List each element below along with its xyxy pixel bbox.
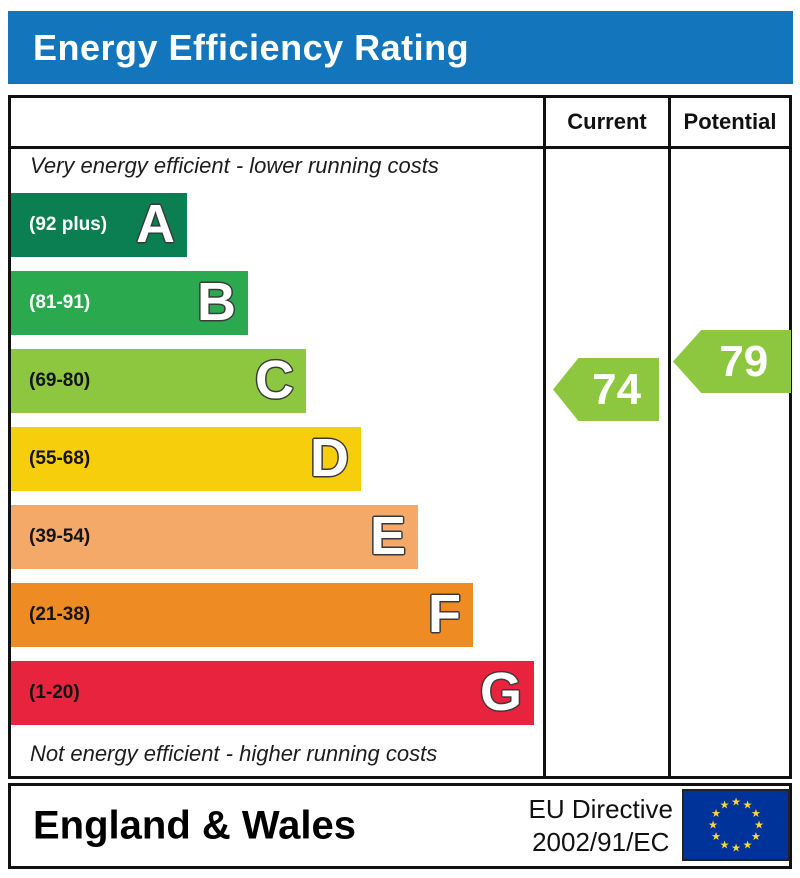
band-row-g: (1-20) G xyxy=(11,661,534,725)
band-letter: C xyxy=(255,350,294,410)
band-letter: F xyxy=(428,584,461,644)
eu-directive-text: EU Directive 2002/91/EC xyxy=(529,793,673,859)
band-range-label: (1-20) xyxy=(29,682,80,703)
potential-column-header: Potential xyxy=(683,109,777,134)
svg-text:★: ★ xyxy=(731,842,741,855)
eu-directive-line2: 2002/91/EC xyxy=(532,827,670,857)
eu-flag-icon: ★ ★ ★ ★ ★ ★ ★ ★ ★ ★ ★ ★ xyxy=(682,789,790,861)
band-letter: B xyxy=(197,272,236,332)
potential-rating-value: 79 xyxy=(719,336,769,386)
band-range-label: (39-54) xyxy=(29,526,91,547)
current-rating-value: 74 xyxy=(592,364,642,414)
rating-table: Current Potential xyxy=(8,95,792,779)
svg-text:★: ★ xyxy=(711,830,721,843)
eu-directive-line1: EU Directive xyxy=(528,794,673,824)
svg-text:★: ★ xyxy=(751,830,761,843)
column-divider-potential xyxy=(668,98,671,776)
band-range-label: (69-80) xyxy=(29,370,91,391)
table-header-row: Current Potential xyxy=(11,98,789,149)
potential-rating-arrow: 79 xyxy=(673,330,791,393)
band-letter: D xyxy=(310,428,349,488)
svg-text:★: ★ xyxy=(743,799,753,812)
svg-text:★: ★ xyxy=(720,799,730,812)
footer: England & Wales EU Directive 2002/91/EC … xyxy=(8,783,792,869)
band-row-c: (69-80) C xyxy=(11,349,306,413)
band-letter: E xyxy=(369,506,406,566)
band-letter: G xyxy=(479,662,522,722)
svg-text:★: ★ xyxy=(743,838,753,851)
bottom-note: Not energy efficient - higher running co… xyxy=(30,741,438,766)
band-range-label: (55-68) xyxy=(29,448,91,469)
svg-text:★: ★ xyxy=(751,807,761,820)
band-range-label: (21-38) xyxy=(29,604,91,625)
top-note: Very energy efficient - lower running co… xyxy=(30,153,439,178)
title-bar: Energy Efficiency Rating xyxy=(8,11,793,84)
band-letter: A xyxy=(136,194,175,254)
band-row-e: (39-54) E xyxy=(11,505,418,569)
band-row-b: (81-91) B xyxy=(11,271,248,335)
page-title: Energy Efficiency Rating xyxy=(33,26,470,68)
svg-text:★: ★ xyxy=(711,807,721,820)
current-column-header: Current xyxy=(567,109,647,134)
region-label: England & Wales xyxy=(33,803,357,848)
svg-text:★: ★ xyxy=(731,796,741,809)
current-rating-arrow: 74 xyxy=(553,358,659,421)
band-range-label: (81-91) xyxy=(29,292,91,313)
band-row-f: (21-38) F xyxy=(11,583,473,647)
svg-text:★: ★ xyxy=(720,838,730,851)
svg-text:★: ★ xyxy=(708,819,718,832)
band-row-a: (92 plus) A xyxy=(11,193,187,257)
svg-text:★: ★ xyxy=(754,819,764,832)
band-row-d: (55-68) D xyxy=(11,427,361,491)
band-range-label: (92 plus) xyxy=(29,214,108,235)
column-divider-current xyxy=(543,98,546,776)
